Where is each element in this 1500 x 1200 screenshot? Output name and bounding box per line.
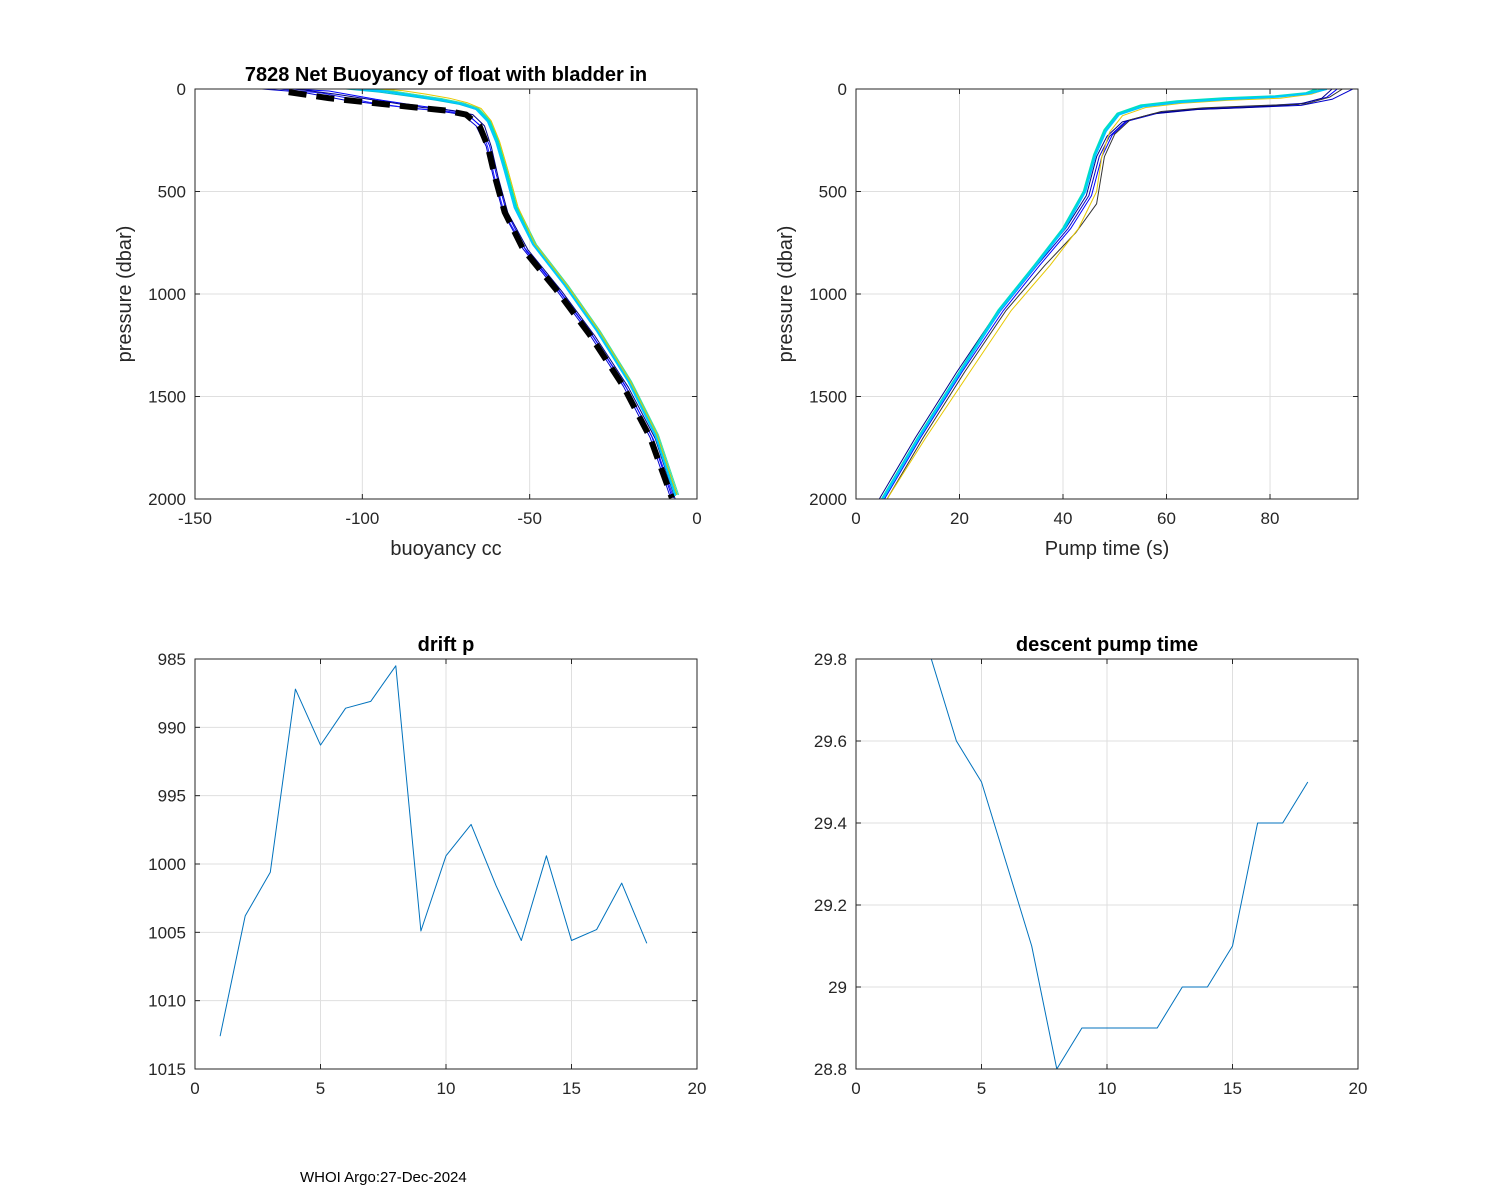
driftp-xtick-label: 10 (437, 1079, 456, 1098)
pumptime-xtick-label: 40 (1054, 509, 1073, 528)
pumptime-ylabel: pressure (dbar) (775, 226, 797, 363)
driftp-xtick-label: 0 (190, 1079, 199, 1098)
buoyancy-series-line-8 (355, 89, 677, 497)
driftp-ytick-label: 1015 (148, 1060, 186, 1079)
buoyancy-xtick-label: 0 (692, 509, 701, 528)
buoyancy-ytick-label: 1500 (148, 388, 186, 407)
pumptime-ytick-label: 1000 (809, 285, 847, 304)
driftp-ytick-label: 990 (158, 718, 186, 737)
descentpump-xtick-label: 20 (1349, 1079, 1368, 1098)
buoyancy-ytick-label: 1000 (148, 285, 186, 304)
descentpump-xtick-label: 0 (851, 1079, 860, 1098)
pumptime-series-line-3 (886, 89, 1343, 499)
buoyancy-series-line-7 (379, 89, 678, 496)
driftp-xtick-label: 15 (562, 1079, 581, 1098)
descentpump-ytick-label: 29 (828, 978, 847, 997)
driftp-series-group (219, 665, 648, 1037)
driftp-xtick-label: 5 (316, 1079, 325, 1098)
pumptime-series-group (878, 89, 1354, 499)
buoyancy-title: 7828 Net Buoyancy of float with bladder … (245, 64, 647, 86)
driftp-xtick-label: 20 (688, 1079, 707, 1098)
pumptime-series-line-4 (886, 89, 1328, 499)
descentpump-ytick-label: 28.8 (814, 1060, 847, 1079)
descentpump-ytick-label: 29.6 (814, 732, 847, 751)
buoyancy-panel: -150 -100 -50 0 0 500 1000 1500 2000 buoyancy cc p… (114, 64, 702, 560)
buoyancy-xtick-label: -100 (345, 509, 379, 528)
descentpump-xtick-label: 10 (1098, 1079, 1117, 1098)
descentpump-xtick-label: 5 (977, 1079, 986, 1098)
buoyancy-xlabel: buoyancy cc (390, 538, 501, 560)
descentpump-series-group (881, 659, 1309, 1069)
buoyancy-ytick-label: 2000 (148, 490, 186, 509)
pumptime-ytick-label: 500 (819, 183, 847, 202)
driftp-series-line-0 (219, 665, 648, 1037)
descentpump-xtick-label: 15 (1223, 1079, 1242, 1098)
driftp-title: drift p (418, 634, 475, 656)
pumptime-xtick-label: 60 (1157, 509, 1176, 528)
pumptime-xtick-label: 20 (950, 509, 969, 528)
buoyancy-ytick-label: 0 (177, 80, 186, 99)
pumptime-ytick-label: 1500 (809, 388, 847, 407)
descentpump-panel: 0 5 10 15 20 28.8 29 29.2 29.4 29.6 29.8 descent pu… (814, 634, 1368, 1098)
descentpump-title: descent pump time (1016, 634, 1198, 656)
buoyancy-xtick-label: -50 (517, 509, 542, 528)
pumptime-xtick-label: 0 (851, 509, 860, 528)
pumptime-ytick-label: 0 (838, 80, 847, 99)
descentpump-ytick-label: 29.8 (814, 650, 847, 669)
pumptime-ytick-label: 2000 (809, 490, 847, 509)
buoyancy-ylabel: pressure (dbar) (114, 226, 136, 363)
descentpump-ytick-label: 29.2 (814, 896, 847, 915)
pumptime-series-line-2 (878, 89, 1333, 499)
buoyancy-series-line-9 (288, 89, 675, 499)
pumptime-panel: 0 20 40 60 80 0 500 1000 1500 2000 Pump time (s) pr… (775, 80, 1359, 560)
buoyancy-series-group (261, 89, 680, 499)
driftp-ytick-label: 1005 (148, 923, 186, 942)
driftp-ytick-label: 1000 (148, 855, 186, 874)
descentpump-ytick-label: 29.4 (814, 814, 847, 833)
driftp-ytick-label: 995 (158, 787, 186, 806)
footer-stamp: WHOI Argo:27-Dec-2024 (300, 1169, 467, 1186)
descentpump-series-line-0 (881, 659, 1309, 1069)
buoyancy-xtick-label: -150 (178, 509, 212, 528)
pumptime-series-line-7 (882, 89, 1328, 499)
pumptime-xtick-label: 80 (1261, 509, 1280, 528)
pumptime-xlabel: Pump time (s) (1045, 538, 1169, 560)
buoyancy-ytick-label: 500 (158, 183, 186, 202)
driftp-ytick-label: 1010 (148, 992, 186, 1011)
driftp-ytick-label: 985 (158, 650, 186, 669)
